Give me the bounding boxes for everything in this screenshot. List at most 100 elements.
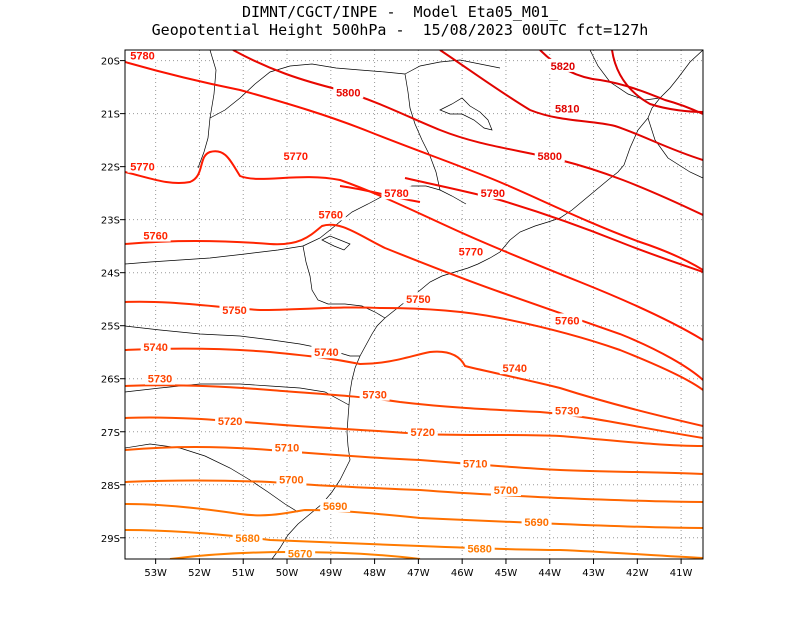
contour-label-bg (552, 101, 583, 115)
y-tick-label: 25S (101, 322, 120, 333)
contour-line-5740 (125, 347, 703, 427)
contour-line-5680 (125, 529, 703, 559)
x-tick-label: 49W (319, 568, 342, 579)
y-tick-label: 21S (101, 110, 120, 121)
contour-line-5800 (232, 50, 703, 216)
contour-label: 5800 (538, 151, 562, 163)
plot-frame (124, 49, 704, 560)
x-tick-label: 44W (538, 568, 561, 579)
contour-line-5730 (125, 384, 703, 439)
contour-label-bg (280, 149, 311, 163)
state-border-5 (125, 383, 350, 406)
x-tick-label: 47W (407, 568, 430, 579)
contour-label: 5760 (143, 231, 167, 243)
contour-line-5690 (125, 503, 703, 529)
x-tick-label: 42W (626, 568, 649, 579)
contour-label-bg (140, 228, 171, 242)
contour-label-bg (145, 371, 176, 385)
contour-label: 5680 (235, 533, 259, 545)
contour-line-5790 (404, 177, 703, 273)
contour-line-5820 (611, 50, 703, 113)
contour-label-bg (455, 244, 486, 258)
contour-label-bg (215, 414, 246, 428)
x-tick-label: 48W (363, 568, 386, 579)
contour-label: 5820 (551, 61, 575, 73)
state-border-11 (647, 117, 703, 179)
contour-label-bg (381, 186, 412, 200)
contour-label: 5760 (555, 315, 579, 327)
contour-label: 5770 (459, 246, 483, 258)
contour-label-bg (315, 207, 346, 221)
x-tick-label: 41W (670, 568, 693, 579)
y-tick-label: 23S (101, 216, 120, 227)
contour-label-bg (552, 403, 583, 417)
contour-label-bg (320, 498, 351, 512)
contour-label-bg (534, 149, 565, 163)
contour-label-bg (499, 361, 530, 375)
contour-label: 5720 (218, 416, 242, 428)
state-border-3 (302, 245, 386, 319)
x-tick-label: 51W (232, 568, 255, 579)
contour-line-5750 (125, 300, 703, 391)
contour-lines (125, 50, 703, 559)
y-tick-label: 29S (101, 534, 120, 545)
contour-label: 5730 (148, 374, 172, 386)
contour-label-bg (464, 541, 495, 555)
contour-line-5710 (125, 446, 703, 475)
contour-label: 5710 (463, 459, 487, 471)
contour-label: 5780 (130, 50, 154, 62)
contour-label-bg (477, 186, 508, 200)
contour-label: 5750 (222, 305, 246, 317)
contour-label-bg (403, 292, 434, 306)
contour-label-bg (311, 345, 342, 359)
x-tick-label: 45W (495, 568, 518, 579)
y-tick-label: 22S (101, 163, 120, 174)
state-border-6 (125, 443, 299, 513)
contour-label: 5770 (130, 162, 154, 174)
grid-lines (125, 50, 703, 559)
contour-label: 5750 (406, 294, 430, 306)
contour-label: 5690 (323, 501, 347, 513)
y-axis: 20S 21S 22S 23S 24S 25S 26S 27S 28S 29S (101, 57, 125, 545)
contour-label-bg (547, 58, 578, 72)
contour-label-bg (552, 313, 583, 327)
contour-line-5700 (125, 479, 703, 503)
map-title-line1: DIMNT/CGCT/INPE - Model Eta05_M01_ (241, 3, 559, 21)
contour-label-bg (359, 387, 390, 401)
contour-label: 5720 (411, 427, 435, 439)
contour-label-bg (285, 546, 316, 559)
contour-label-bg (140, 339, 171, 353)
contour-label: 5730 (555, 406, 579, 418)
state-border-10 (404, 59, 501, 75)
contour-label-bg (232, 530, 263, 544)
contour-labels: 5780 5820 5800 5810 5770 5770 5800 5780 5790 5760… (127, 50, 583, 559)
contour-label-bg (127, 159, 158, 173)
x-tick-label: 50W (276, 568, 299, 579)
contour-label-bg (219, 302, 250, 316)
contour-line-5760 (125, 223, 703, 381)
y-tick-label: 24S (101, 269, 120, 280)
contour-line-5770 (125, 150, 703, 341)
y-tick-label: 26S (101, 375, 120, 386)
contour-label-bg (127, 50, 158, 62)
x-tick-label: 53W (144, 568, 167, 579)
contour-label: 5710 (275, 443, 299, 455)
contour-label-bg (521, 514, 552, 528)
y-tick-label: 27S (101, 428, 120, 439)
contour-label: 5700 (494, 485, 518, 497)
contour-label: 5790 (481, 188, 505, 200)
contour-label: 5740 (314, 347, 338, 359)
contour-label: 5700 (279, 474, 303, 486)
y-tick-label: 28S (101, 481, 120, 492)
x-axis: 53W 52W 51W 50W 49W 48W 47W 46W 45W 44W 43W 42W 41W (144, 559, 693, 579)
state-border-7 (197, 50, 217, 169)
contour-label-bg (490, 483, 521, 497)
coastline (271, 50, 703, 559)
state-border-2 (125, 245, 304, 265)
contour-label: 5740 (143, 342, 167, 354)
contour-label: 5770 (284, 151, 308, 163)
x-tick-label: 52W (188, 568, 211, 579)
contour-label-bg (407, 424, 438, 438)
contour-label: 5690 (524, 517, 548, 529)
